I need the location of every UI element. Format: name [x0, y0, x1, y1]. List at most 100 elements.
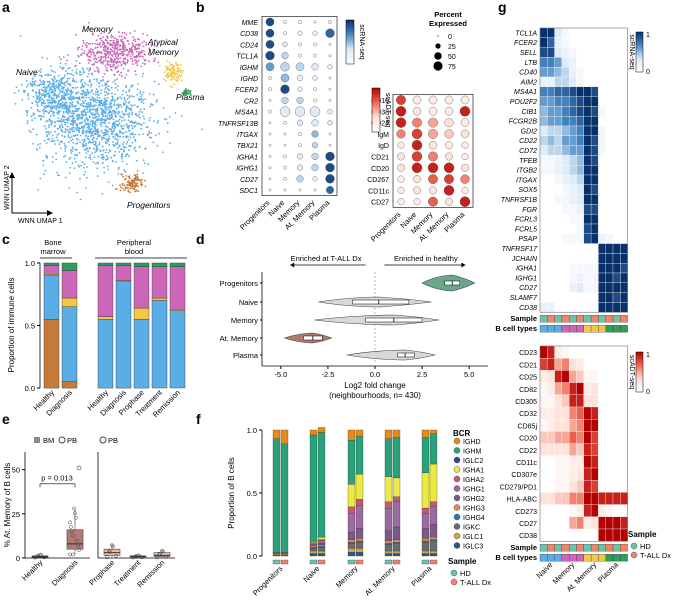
bcr-bar-segment	[347, 531, 356, 540]
umap-point	[91, 63, 94, 66]
umap-point	[113, 58, 116, 60]
umap-point	[106, 81, 109, 83]
umap-point	[97, 113, 100, 116]
heatmap-cell	[569, 125, 577, 136]
umap-point	[57, 117, 60, 119]
heatmap-cell	[561, 214, 570, 225]
stacked-bar-segment	[151, 300, 168, 389]
c-y-tick-label: 0.0	[25, 384, 35, 393]
umap-point	[117, 97, 119, 100]
umap-point	[84, 43, 87, 46]
umap-point	[111, 184, 114, 187]
umap-point	[130, 183, 133, 185]
umap-point	[125, 84, 127, 87]
bcr-bar-segment	[280, 443, 289, 553]
umap-point	[112, 141, 114, 144]
heatmap-cell	[539, 443, 548, 456]
umap-point	[125, 109, 127, 111]
d-x-tick-label: 0.0	[370, 370, 380, 379]
umap-point	[92, 136, 95, 139]
umap-point	[106, 165, 109, 168]
umap-point	[91, 138, 94, 141]
umap-point	[79, 80, 82, 83]
dot-mark	[268, 177, 272, 181]
bcr-bar-segment	[309, 543, 318, 545]
umap-point	[139, 123, 142, 126]
dot-mark	[283, 143, 287, 147]
umap-point	[54, 71, 57, 73]
umap-point	[38, 146, 41, 149]
heatmap-cell	[576, 96, 584, 107]
umap-point	[89, 121, 92, 123]
heatmap-cell	[605, 292, 614, 303]
umap-point	[105, 91, 108, 94]
dot-mark	[312, 75, 318, 81]
umap-point	[76, 100, 79, 103]
umap-point	[90, 127, 93, 130]
bcr-bar-segment	[347, 543, 356, 549]
umap-point	[53, 99, 55, 102]
umap-point	[53, 106, 56, 109]
heatmap-cell	[554, 370, 563, 383]
umap-point	[119, 189, 122, 192]
stacked-bar-segment	[133, 266, 150, 309]
umap-point	[40, 96, 42, 98]
heatmap-cell	[612, 292, 621, 303]
umap-point	[138, 178, 141, 181]
umap-point	[48, 111, 50, 114]
umap-point	[95, 58, 98, 61]
heatmap-cell	[605, 528, 614, 542]
umap-point	[64, 144, 66, 147]
heatmap-cell	[620, 116, 628, 127]
umap-point	[104, 90, 106, 93]
umap-point	[62, 114, 64, 117]
umap-point	[189, 91, 191, 94]
heatmap-cell	[583, 135, 592, 146]
umap-point	[57, 127, 60, 130]
box-point	[68, 520, 72, 525]
umap-point	[100, 157, 103, 159]
heatmap-cell	[583, 431, 592, 444]
umap-point	[118, 45, 121, 48]
umap-point	[109, 101, 112, 104]
umap-point	[47, 73, 50, 76]
heatmap-cell	[612, 302, 621, 313]
heatmap-cell	[539, 358, 548, 371]
umap-point	[121, 173, 123, 176]
umap-point	[93, 104, 96, 107]
umap-point	[76, 113, 79, 116]
umap-point	[135, 179, 137, 182]
heatmap-cell	[598, 528, 606, 542]
dot-mark	[311, 119, 319, 127]
umap-point	[87, 103, 89, 106]
umap-point	[170, 71, 173, 74]
heatmap-cell	[561, 382, 570, 395]
dot-mark	[461, 186, 469, 194]
umap-point	[144, 98, 147, 101]
umap-point	[58, 79, 60, 82]
umap-point	[80, 73, 83, 76]
heatmap-cell	[598, 516, 606, 530]
umap-point	[125, 131, 128, 133]
umap-point	[124, 186, 127, 189]
umap-point	[117, 147, 119, 150]
heatmap-cell	[620, 292, 628, 303]
heatmap-cell	[612, 165, 621, 176]
umap-point	[122, 42, 125, 45]
umap-point	[93, 143, 95, 146]
stacked-bar-segment	[133, 307, 150, 320]
umap-point	[115, 160, 117, 163]
heatmap-cell	[590, 165, 599, 176]
umap-point	[40, 101, 43, 104]
umap-point	[89, 156, 92, 159]
umap-point	[91, 98, 94, 101]
umap-point	[120, 148, 123, 151]
umap-point	[72, 122, 75, 125]
umap-point	[75, 142, 77, 145]
dot-mark	[268, 132, 272, 136]
bcr-bar-segment	[392, 501, 401, 528]
dot-mark	[283, 176, 287, 181]
heatmap-cell	[547, 516, 555, 530]
umap-point	[114, 93, 116, 96]
sample-strip-cell	[347, 559, 356, 565]
